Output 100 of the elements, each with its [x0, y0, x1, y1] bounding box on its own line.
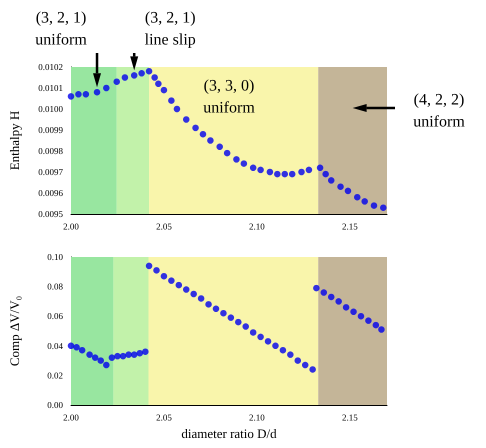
point — [168, 277, 175, 284]
point — [250, 164, 256, 172]
text: (4, 2, 2) uniform — [413, 92, 466, 130]
y-tick-label: 0.0102 — [38, 62, 63, 72]
point — [205, 301, 212, 308]
point — [176, 282, 182, 288]
point — [240, 160, 248, 167]
point — [82, 91, 90, 98]
annotation: (3, 3, 0) uniform — [203, 78, 256, 116]
point — [380, 204, 387, 211]
point — [160, 86, 168, 94]
point — [86, 351, 93, 358]
point — [342, 304, 350, 311]
point — [108, 354, 116, 361]
point — [378, 326, 385, 333]
point — [337, 183, 344, 190]
point — [302, 362, 308, 368]
point — [183, 286, 190, 293]
y-tick-label: 0.02 — [47, 370, 63, 380]
point — [328, 294, 334, 300]
point — [298, 168, 305, 176]
point — [257, 334, 264, 340]
point — [294, 357, 302, 364]
point — [212, 306, 220, 312]
point — [228, 314, 234, 321]
point — [207, 137, 214, 144]
point — [354, 194, 361, 200]
point — [125, 351, 132, 358]
point — [370, 202, 378, 209]
point — [142, 348, 149, 355]
x-tick-label: 2.15 — [342, 412, 358, 422]
y-tick-label: 0.06 — [47, 311, 64, 322]
point — [98, 357, 104, 364]
y-tick-label: 0.0096 — [38, 188, 64, 198]
point — [250, 329, 256, 336]
point — [350, 308, 357, 316]
point — [287, 351, 294, 358]
point — [153, 267, 160, 274]
point — [73, 344, 80, 351]
point — [358, 312, 364, 320]
y-tick-label: 0.0100 — [38, 104, 64, 114]
point — [257, 166, 264, 174]
point — [160, 272, 168, 280]
point — [78, 346, 86, 354]
x-tick-label: 2.10 — [249, 412, 266, 422]
point — [361, 198, 368, 205]
point — [233, 156, 240, 163]
point — [335, 298, 342, 305]
x-tick-label: 2.05 — [156, 222, 172, 232]
point — [192, 124, 199, 132]
point — [266, 168, 274, 176]
point — [313, 284, 320, 292]
point — [264, 338, 272, 345]
point — [224, 150, 230, 156]
point — [168, 97, 175, 104]
y-tick-label: 0.0098 — [38, 146, 64, 156]
point — [130, 351, 138, 358]
point — [155, 80, 162, 88]
point — [274, 170, 281, 178]
point — [130, 72, 138, 79]
point — [235, 318, 242, 326]
y-axis-title: Enthalpy H — [7, 110, 22, 170]
point — [122, 74, 128, 81]
x-axis-title: diameter ratio D/d — [181, 426, 278, 441]
point — [120, 352, 126, 360]
x-tick-label: 2.00 — [63, 222, 80, 232]
annotation: (3, 2, 1) line slip — [144, 10, 196, 48]
point — [114, 352, 121, 360]
x-tick-label: 2.00 — [63, 412, 80, 422]
point — [146, 262, 152, 270]
point — [365, 317, 372, 324]
point — [68, 342, 74, 350]
x-tick-label: 2.15 — [342, 222, 358, 232]
point — [183, 116, 190, 123]
point — [75, 91, 82, 98]
x-tick-label: 2.05 — [156, 412, 172, 422]
y-tick-label: 0.0095 — [38, 209, 64, 219]
point — [280, 346, 286, 354]
y-tick-label: 0.0097 — [38, 167, 64, 177]
point — [216, 144, 223, 150]
point — [372, 322, 380, 328]
point — [242, 323, 249, 330]
y-tick-label: 0.0101 — [38, 83, 63, 93]
point — [146, 68, 152, 74]
point — [190, 290, 197, 298]
point — [151, 74, 158, 81]
point — [136, 350, 144, 356]
point — [198, 295, 204, 302]
point — [92, 354, 98, 361]
point — [113, 78, 120, 85]
y-tick-label: 0.0099 — [38, 125, 64, 135]
y-tick-label: 0.08 — [47, 282, 64, 292]
y-axis-title: Comp ΔV/V₀ — [7, 296, 22, 366]
point — [282, 170, 288, 178]
point — [309, 366, 316, 373]
x-tick-label: 2.10 — [249, 222, 266, 232]
y-tick-label: 0.00 — [47, 400, 64, 410]
point — [200, 130, 206, 138]
annotation: (3, 2, 1) uniform — [35, 10, 88, 48]
point — [138, 70, 145, 77]
